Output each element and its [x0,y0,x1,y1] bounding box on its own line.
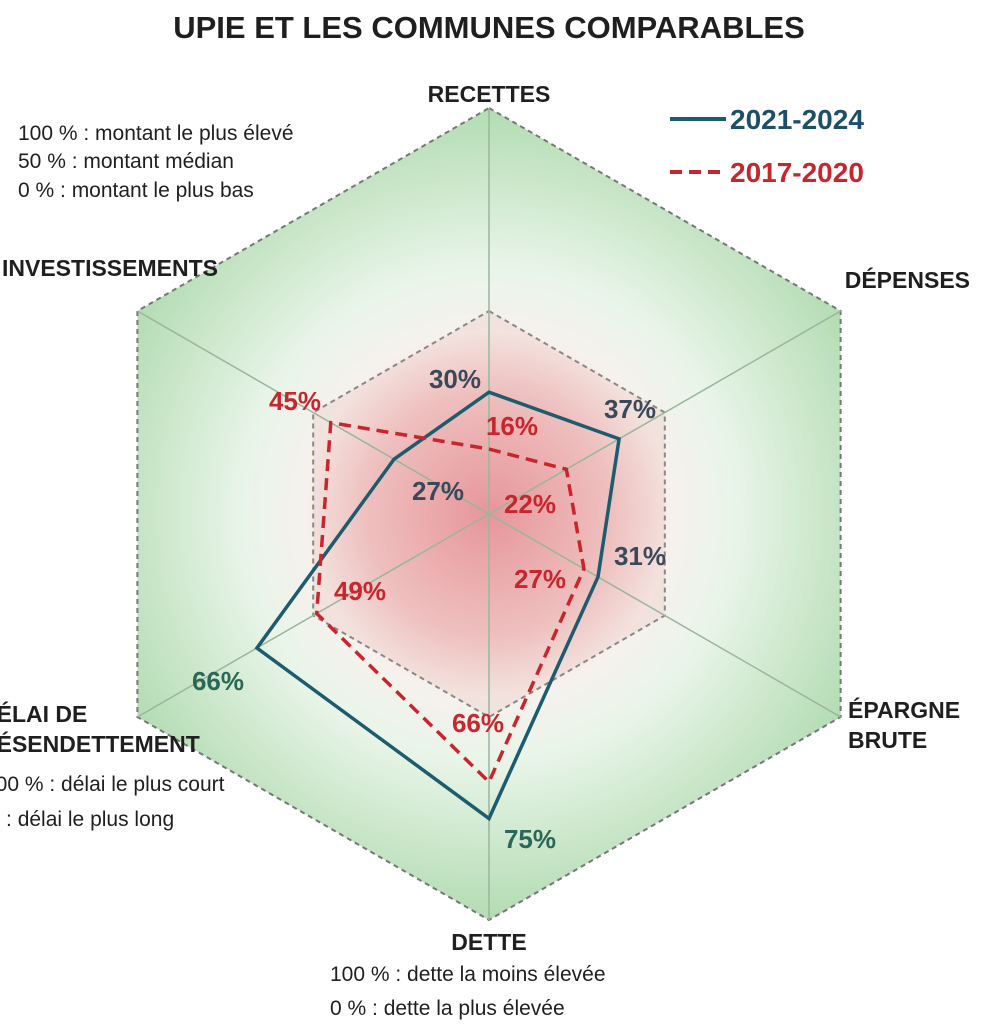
note-general-line: 50 % : montant médian [18,150,234,173]
note-dette: 100 % : dette la moins élevée 0 % : dett… [330,963,606,1020]
grid [136,106,842,922]
axis-line [137,310,490,515]
data-label: 49% [334,576,386,606]
legend-label-2017-2020: 2017-2020 [730,157,864,188]
axis-line [488,513,841,718]
axis-label: ÉPARGNE [848,696,960,723]
data-label: 30% [429,364,481,394]
axis-label: DÉLAI DE [0,700,87,727]
data-label: 37% [604,394,656,424]
data-label: 27% [412,476,464,506]
series-layer: 30% 37% 31% 75% 66% 27% 16% 22% 27% 66% 49% 45% [192,364,666,854]
axis-labels: RECETTES DÉPENSES ÉPARGNE BRUTE DETTE DÉLAI D… [0,81,970,955]
chart-title: UPIE ET LES COMMUNES COMPARABLES [173,10,805,45]
note-dette-line: 0 % : dette la plus élevée [330,997,565,1020]
data-label: 66% [452,708,504,738]
note-general-line: 0 % : montant le plus bas [18,179,254,202]
data-label: 75% [504,824,556,854]
note-delai-line: 0 % : délai le plus long [0,808,174,831]
axis-label: INVESTISSEMENTS [2,255,218,281]
note-delai-line: 100 % : délai le plus court [0,773,225,796]
axis-label: DÉPENSES [845,266,970,293]
data-label: 16% [486,411,538,441]
axis-label: DETTE [451,929,526,955]
axis-label: BRUTE [848,727,927,753]
axis-label: RECETTES [428,81,551,107]
legend: 2021-2024 2017-2020 [670,104,864,188]
data-label: 66% [192,666,244,696]
data-label: 31% [614,541,666,571]
axis-line [488,310,841,515]
note-dette-line: 100 % : dette la moins élevée [330,963,606,986]
axis-line [137,513,490,718]
axis-label: DÉSENDETTEMENT [0,730,200,757]
note-delai: 100 % : délai le plus court 0 % : délai … [0,773,225,831]
note-general: 100 % : montant le plus élevé 50 % : mon… [18,122,294,202]
data-label: 45% [269,386,321,416]
data-label: 27% [514,564,566,594]
note-general-line: 100 % : montant le plus élevé [18,122,294,145]
legend-label-2021-2024: 2021-2024 [730,104,864,135]
data-label: 22% [504,489,556,519]
